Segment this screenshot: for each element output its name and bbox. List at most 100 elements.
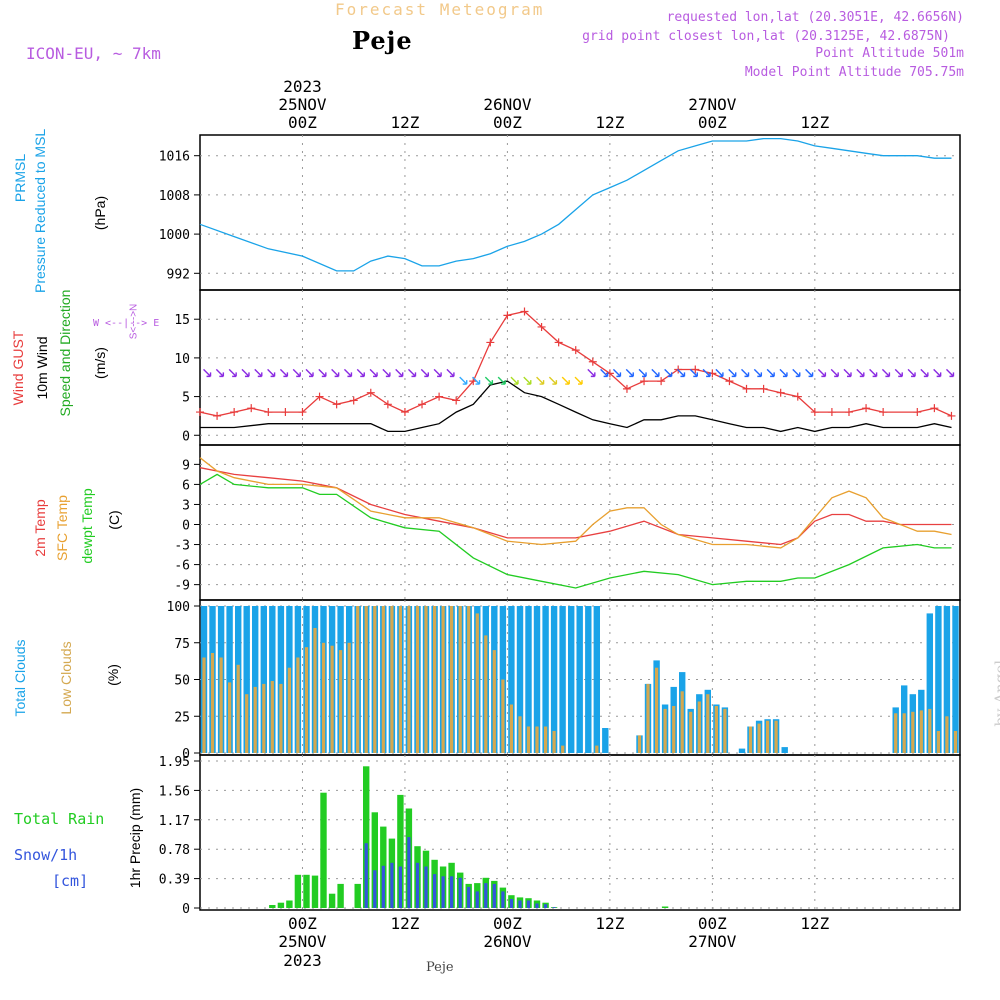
bar-snow-1h — [518, 900, 522, 908]
bar-low-clouds — [902, 713, 906, 753]
series-prmsl — [199, 137, 952, 272]
bar-snow-1h — [424, 866, 428, 908]
gust-marker — [725, 377, 734, 386]
wind-direction-arrow — [638, 368, 647, 378]
precip-ytick-label: 1.56 — [159, 784, 190, 799]
gust-marker — [571, 346, 580, 355]
temperature-ytick-label: 3 — [182, 498, 190, 513]
bottom-axis-label: 2023 — [283, 951, 322, 970]
gust-marker — [332, 400, 341, 409]
temperature-ytick-label: -9 — [174, 579, 190, 594]
bottom-axis-label: 26NOV — [483, 932, 532, 951]
bottom-axis-label: 27NOV — [688, 932, 737, 951]
wind-direction-arrow — [753, 368, 763, 378]
bar-low-clouds — [953, 731, 958, 753]
gust-marker — [230, 408, 239, 417]
gust-marker — [862, 404, 871, 413]
precip-ytick-label: 0.78 — [159, 843, 190, 858]
wind-direction-arrow — [612, 368, 622, 378]
temperature-ytick-label: 6 — [182, 478, 190, 493]
top-axis-label: 00Z — [493, 113, 522, 132]
bar-low-clouds — [228, 682, 232, 753]
bar-snow-1h — [381, 865, 385, 908]
bar-low-clouds — [535, 726, 539, 753]
bar-snow-1h — [475, 891, 479, 908]
requested-coords: requested lon,lat (20.3051E, 42.6656N) — [666, 10, 964, 25]
wind-direction-arrow — [907, 368, 916, 378]
bar-low-clouds — [364, 606, 368, 753]
bar-snow-1h — [509, 899, 513, 908]
gust-marker — [349, 396, 358, 405]
wind-direction-arrow — [215, 368, 225, 378]
bar-low-clouds — [262, 683, 266, 753]
bar-low-clouds — [518, 716, 522, 754]
wind-direction-arrow — [894, 368, 903, 378]
bar-total-clouds — [542, 606, 549, 753]
bar-total-clouds — [252, 606, 259, 753]
bar-low-clouds — [245, 694, 249, 753]
wind-direction-arrow — [407, 368, 417, 378]
top-axis-label: 00Z — [698, 113, 727, 132]
bar-low-clouds — [911, 711, 915, 753]
bar-low-clouds — [637, 735, 642, 753]
bar-low-clouds — [595, 745, 599, 753]
bar-low-clouds — [287, 667, 291, 753]
bar-low-clouds — [424, 606, 428, 753]
gust-marker — [742, 384, 751, 393]
bar-snow-1h — [415, 862, 420, 908]
bar-total-clouds — [602, 728, 609, 753]
bar-snow-1h — [484, 883, 488, 908]
wind-direction-arrow — [945, 368, 955, 378]
clouds-ytick-label: 25 — [174, 710, 190, 725]
label-snow-1h: Snow/1h — [14, 846, 78, 864]
precip-ytick-label: 1.17 — [159, 814, 190, 829]
bar-snow-1h — [458, 877, 462, 908]
bar-total-rain — [354, 883, 361, 908]
bottom-axis-label: 25NOV — [278, 932, 327, 951]
bar-low-clouds — [561, 745, 565, 753]
gust-marker — [247, 404, 256, 413]
gust-marker — [810, 408, 819, 417]
wind-ytick-label: 0 — [182, 429, 190, 444]
bar-low-clouds — [526, 726, 531, 753]
bar-snow-1h — [441, 876, 445, 908]
bottom-axis-label: 00Z — [698, 914, 727, 933]
bar-low-clouds — [270, 681, 274, 753]
bar-total-clouds — [781, 747, 788, 753]
temperature-ytick-label: -3 — [174, 539, 190, 554]
bar-low-clouds — [774, 720, 778, 753]
chart-title: Forecast Meteogram — [335, 0, 545, 19]
bar-total-rain — [294, 874, 302, 908]
wind-frame — [199, 289, 961, 446]
temperature-ytick-label: 0 — [182, 519, 190, 534]
bar-low-clouds — [501, 679, 505, 753]
bar-total-clouds — [943, 606, 951, 753]
gust-marker — [213, 411, 222, 420]
bar-low-clouds — [714, 706, 718, 753]
temperature-frame — [199, 444, 961, 601]
clouds-ytick-label: 75 — [174, 637, 190, 652]
wind-direction-arrow — [548, 376, 558, 385]
model-label: ICON-EU, ~ 7km — [26, 44, 161, 63]
gust-marker — [383, 400, 392, 409]
wind-direction-arrow — [920, 368, 929, 378]
bar-low-clouds — [475, 613, 479, 753]
bar-low-clouds — [663, 708, 667, 753]
bar-total-clouds — [576, 606, 583, 753]
pressure-ytick-label: 992 — [167, 267, 190, 282]
gust-marker — [947, 411, 956, 420]
wind-direction-arrow — [574, 376, 583, 385]
bar-low-clouds — [219, 657, 223, 753]
wind-direction-arrow — [715, 368, 724, 378]
bar-snow-1h — [467, 886, 471, 908]
gust-marker — [196, 408, 204, 417]
bar-low-clouds — [441, 606, 445, 753]
footer-station: Peje — [426, 960, 454, 975]
bar-total-clouds — [269, 606, 276, 753]
station-name: Peje — [352, 26, 413, 55]
bar-total-rain — [320, 792, 327, 908]
series-2m-temp — [199, 467, 952, 546]
bar-low-clouds — [723, 708, 727, 753]
bar-total-rain — [397, 794, 404, 908]
